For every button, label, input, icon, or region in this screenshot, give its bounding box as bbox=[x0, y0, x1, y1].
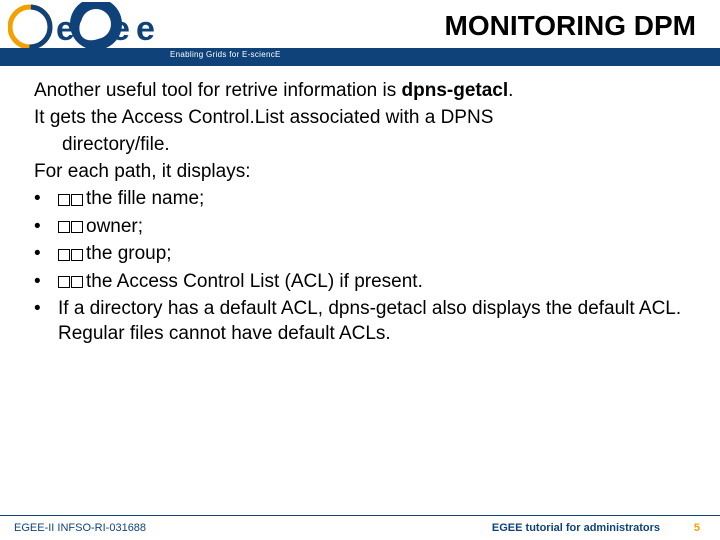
placeholder-glyph-icon bbox=[58, 242, 84, 267]
bullet-text: the Access Control List (ACL) if present… bbox=[58, 269, 696, 295]
bullet-text: the fille name; bbox=[58, 186, 696, 212]
intro-line-2-cont: directory/file. bbox=[34, 132, 696, 157]
header: e G e e Enabling Grids for E-sciencE MON… bbox=[0, 0, 720, 66]
intro-1-pre: Another useful tool for retrive informat… bbox=[34, 80, 402, 101]
bullet-text: the group; bbox=[58, 241, 696, 267]
intro-line-2: It gets the Access Control.List associat… bbox=[34, 105, 696, 130]
intro-1-post: . bbox=[508, 80, 513, 101]
header-bar bbox=[0, 48, 720, 66]
svg-text:e: e bbox=[56, 10, 75, 48]
placeholder-glyph-icon bbox=[58, 187, 84, 212]
bullet-item: • the group; bbox=[34, 241, 696, 267]
bullet-marker: • bbox=[34, 269, 58, 294]
bullet-text: If a directory has a default ACL, dpns-g… bbox=[58, 296, 696, 346]
slide: e G e e Enabling Grids for E-sciencE MON… bbox=[0, 0, 720, 540]
slide-title: MONITORING DPM bbox=[445, 10, 696, 42]
bullet-item: • the Access Control List (ACL) if prese… bbox=[34, 269, 696, 295]
footer: EGEE-II INFSO-RI-031688 EGEE tutorial fo… bbox=[0, 516, 720, 540]
intro-line-1: Another useful tool for retrive informat… bbox=[34, 78, 696, 103]
intro-1-bold: dpns-getacl bbox=[402, 80, 509, 101]
bullet-text: owner; bbox=[58, 214, 696, 240]
footer-center: EGEE tutorial for administrators bbox=[492, 522, 660, 534]
bullet-item: • the fille name; bbox=[34, 186, 696, 212]
bullet-marker: • bbox=[34, 186, 58, 211]
egee-logo: e G e e bbox=[8, 2, 168, 52]
intro-line-3: For each path, it displays: bbox=[34, 159, 696, 184]
svg-text:e: e bbox=[111, 10, 130, 48]
footer-page-number: 5 bbox=[694, 522, 700, 534]
bullet-item: • If a directory has a default ACL, dpns… bbox=[34, 296, 696, 346]
content-area: Another useful tool for retrive informat… bbox=[34, 78, 696, 349]
bullet-marker: • bbox=[34, 214, 58, 239]
placeholder-glyph-icon bbox=[58, 214, 84, 239]
svg-text:e: e bbox=[136, 10, 155, 48]
bullet-item: • owner; bbox=[34, 214, 696, 240]
placeholder-glyph-icon bbox=[58, 269, 84, 294]
tagline: Enabling Grids for E-sciencE bbox=[170, 50, 281, 59]
svg-text:G: G bbox=[78, 10, 104, 48]
bullet-marker: • bbox=[34, 296, 58, 321]
footer-left: EGEE-II INFSO-RI-031688 bbox=[14, 522, 146, 534]
bullet-marker: • bbox=[34, 241, 58, 266]
